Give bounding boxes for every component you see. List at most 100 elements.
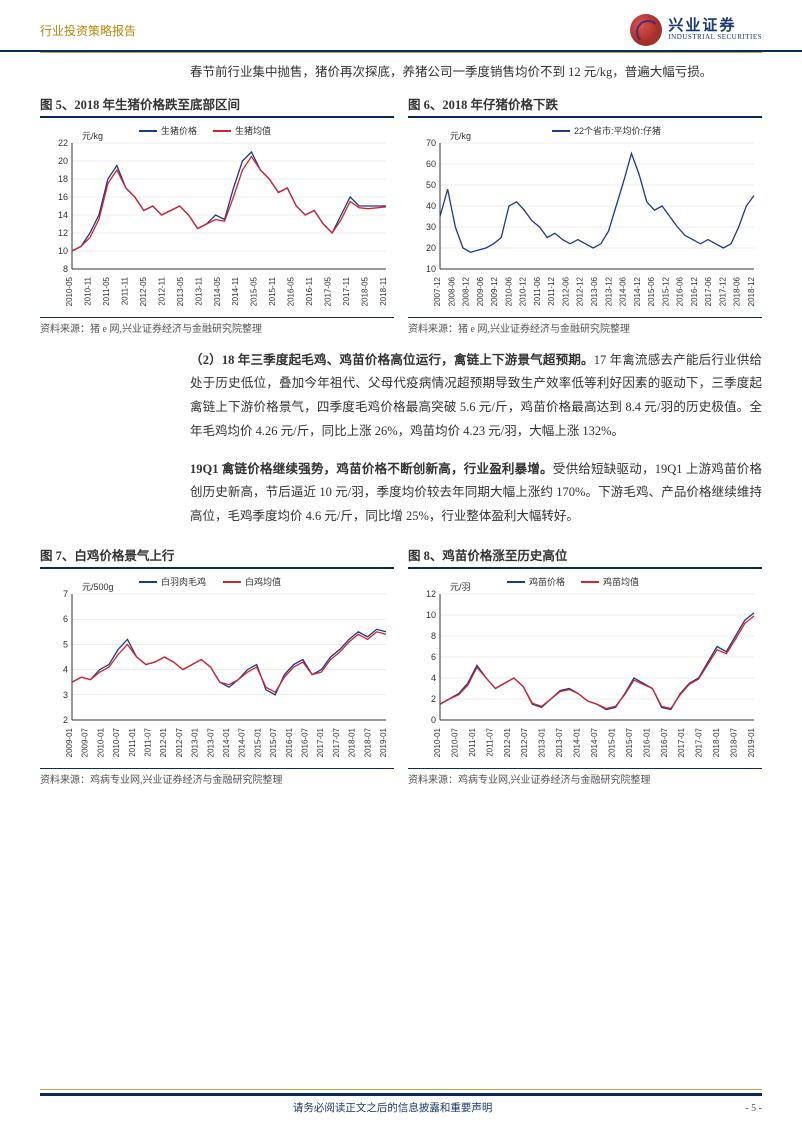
- svg-text:2016-01: 2016-01: [285, 727, 294, 757]
- svg-text:40: 40: [426, 201, 436, 211]
- svg-text:2013-07: 2013-07: [555, 727, 564, 757]
- svg-text:14: 14: [58, 210, 68, 220]
- svg-text:10: 10: [426, 264, 436, 274]
- chart8-box: 图 8、鸡苗价格涨至历史高位 024681012元/羽2010-012010-0…: [408, 545, 762, 786]
- svg-text:50: 50: [426, 180, 436, 190]
- svg-text:2012-01: 2012-01: [159, 727, 168, 757]
- svg-text:2012-07: 2012-07: [520, 727, 529, 757]
- svg-text:2016-11: 2016-11: [305, 276, 314, 305]
- svg-text:2011-01: 2011-01: [128, 727, 137, 756]
- footer-disclaimer: 请务必阅读正文之后的信息披露和重要声明: [293, 1100, 493, 1115]
- report-type: 行业投资策略报告: [40, 22, 136, 39]
- svg-text:4: 4: [431, 673, 436, 683]
- svg-text:4: 4: [63, 664, 68, 674]
- company-logo: 兴业证券 INDUSTRIAL SECURITIES: [630, 14, 762, 46]
- para2-bold: 19Q1 禽链价格继续强势，鸡苗价格不断创新高，行业盈利暴增。: [190, 462, 553, 476]
- svg-text:2010-01: 2010-01: [96, 727, 105, 757]
- svg-text:2010-07: 2010-07: [112, 727, 121, 757]
- svg-text:2012-11: 2012-11: [157, 276, 166, 305]
- svg-text:元/羽: 元/羽: [450, 582, 471, 592]
- svg-text:2019-01: 2019-01: [379, 727, 388, 757]
- svg-text:7: 7: [63, 589, 68, 599]
- svg-text:2014-07: 2014-07: [238, 727, 247, 757]
- svg-text:20: 20: [58, 156, 68, 166]
- svg-text:2011-11: 2011-11: [120, 276, 129, 305]
- svg-text:生猪均值: 生猪均值: [235, 125, 271, 136]
- intro-paragraph: 春节前行业集中抛售，猪价再次探底，养猪公司一季度销售均价不到 12 元/kg，普…: [190, 61, 762, 84]
- chart-row-2: 图 7、白鸡价格景气上行 234567元/500g2009-012009-072…: [40, 545, 762, 786]
- svg-text:2012-01: 2012-01: [503, 727, 512, 757]
- svg-text:元/500g: 元/500g: [82, 582, 114, 592]
- page-number: - 5 -: [745, 1103, 762, 1114]
- chart6-source: 资料来源：猪 e 网,兴业证券经济与金融研究院整理: [408, 317, 762, 335]
- chart5-title: 图 5、2018 年生猪价格跌至底部区间: [40, 94, 394, 118]
- svg-text:2018-07: 2018-07: [730, 727, 739, 757]
- svg-text:2013-05: 2013-05: [176, 276, 185, 306]
- paragraph-2: 19Q1 禽链价格继续强势，鸡苗价格不断创新高，行业盈利暴增。受供给短缺驱动，1…: [190, 458, 762, 529]
- svg-text:18: 18: [58, 174, 68, 184]
- svg-text:16: 16: [58, 192, 68, 202]
- svg-text:2011-12: 2011-12: [547, 276, 556, 305]
- svg-text:2017-01: 2017-01: [316, 727, 325, 757]
- svg-text:2015-11: 2015-11: [268, 276, 277, 305]
- svg-text:白羽肉毛鸡: 白羽肉毛鸡: [161, 576, 206, 587]
- svg-text:2012-12: 2012-12: [576, 276, 585, 306]
- chart5-box: 图 5、2018 年生猪价格跌至底部区间 810121416182022元/kg…: [40, 94, 394, 335]
- svg-text:2014-05: 2014-05: [213, 276, 222, 306]
- svg-text:2018-06: 2018-06: [733, 276, 742, 306]
- footer-line: [40, 1093, 762, 1096]
- svg-text:2015-01: 2015-01: [253, 727, 262, 757]
- page-header: 行业投资策略报告 兴业证券 INDUSTRIAL SECURITIES: [0, 0, 802, 52]
- svg-text:2018-12: 2018-12: [747, 276, 756, 306]
- svg-text:2015-07: 2015-07: [625, 727, 634, 757]
- svg-text:2007-12: 2007-12: [433, 276, 442, 306]
- svg-text:2: 2: [63, 715, 68, 725]
- svg-text:鸡苗价格: 鸡苗价格: [529, 576, 565, 587]
- svg-text:12: 12: [58, 228, 68, 238]
- svg-text:2014-12: 2014-12: [633, 276, 642, 306]
- svg-text:2017-07: 2017-07: [695, 727, 704, 757]
- svg-text:22: 22: [58, 138, 68, 148]
- svg-text:2014-07: 2014-07: [590, 727, 599, 757]
- svg-text:2018-05: 2018-05: [361, 276, 370, 306]
- svg-text:10: 10: [426, 610, 436, 620]
- svg-text:2011-06: 2011-06: [533, 276, 542, 305]
- svg-text:2009-12: 2009-12: [490, 276, 499, 306]
- chart5: 810121416182022元/kg2010-052010-112011-05…: [40, 121, 394, 311]
- svg-text:2015-07: 2015-07: [269, 727, 278, 757]
- svg-text:2015-12: 2015-12: [661, 276, 670, 306]
- svg-text:2017-05: 2017-05: [324, 276, 333, 306]
- svg-text:2008-06: 2008-06: [447, 276, 456, 306]
- svg-text:2016-07: 2016-07: [660, 727, 669, 757]
- chart5-source: 资料来源：猪 e 网,兴业证券经济与金融研究院整理: [40, 317, 394, 335]
- svg-text:2013-12: 2013-12: [604, 276, 613, 306]
- svg-text:2018-01: 2018-01: [712, 727, 721, 757]
- svg-text:2017-07: 2017-07: [332, 727, 341, 757]
- logo-icon: [630, 14, 662, 46]
- svg-text:2018-11: 2018-11: [379, 276, 388, 305]
- logo-en: INDUSTRIAL SECURITIES: [668, 34, 762, 41]
- svg-text:2013-06: 2013-06: [590, 276, 599, 306]
- svg-text:白鸡均值: 白鸡均值: [245, 576, 281, 587]
- svg-text:2017-06: 2017-06: [704, 276, 713, 306]
- svg-text:0: 0: [431, 715, 436, 725]
- svg-text:2009-06: 2009-06: [476, 276, 485, 306]
- svg-text:2010-01: 2010-01: [433, 727, 442, 757]
- svg-text:2011-01: 2011-01: [468, 727, 477, 756]
- svg-text:2016-07: 2016-07: [301, 727, 310, 757]
- svg-text:22个省市:平均价:仔猪: 22个省市:平均价:仔猪: [574, 125, 661, 136]
- svg-text:2: 2: [431, 694, 436, 704]
- chart8-title: 图 8、鸡苗价格涨至历史高位: [408, 545, 762, 569]
- svg-text:8: 8: [63, 264, 68, 274]
- svg-text:2010-12: 2010-12: [519, 276, 528, 306]
- svg-text:2011-05: 2011-05: [102, 276, 111, 305]
- svg-text:2010-07: 2010-07: [450, 727, 459, 757]
- svg-text:6: 6: [431, 652, 436, 662]
- svg-text:2011-07: 2011-07: [485, 727, 494, 756]
- svg-text:2011-07: 2011-07: [144, 727, 153, 756]
- para1-bold: （2）18 年三季度起毛鸡、鸡苗价格高位运行，禽链上下游景气超预期。: [190, 353, 594, 367]
- chart8-source: 资料来源：鸡病专业网,兴业证券经济与金融研究院整理: [408, 768, 762, 786]
- svg-text:2014-06: 2014-06: [619, 276, 628, 306]
- svg-text:2015-05: 2015-05: [250, 276, 259, 306]
- svg-text:2016-12: 2016-12: [690, 276, 699, 306]
